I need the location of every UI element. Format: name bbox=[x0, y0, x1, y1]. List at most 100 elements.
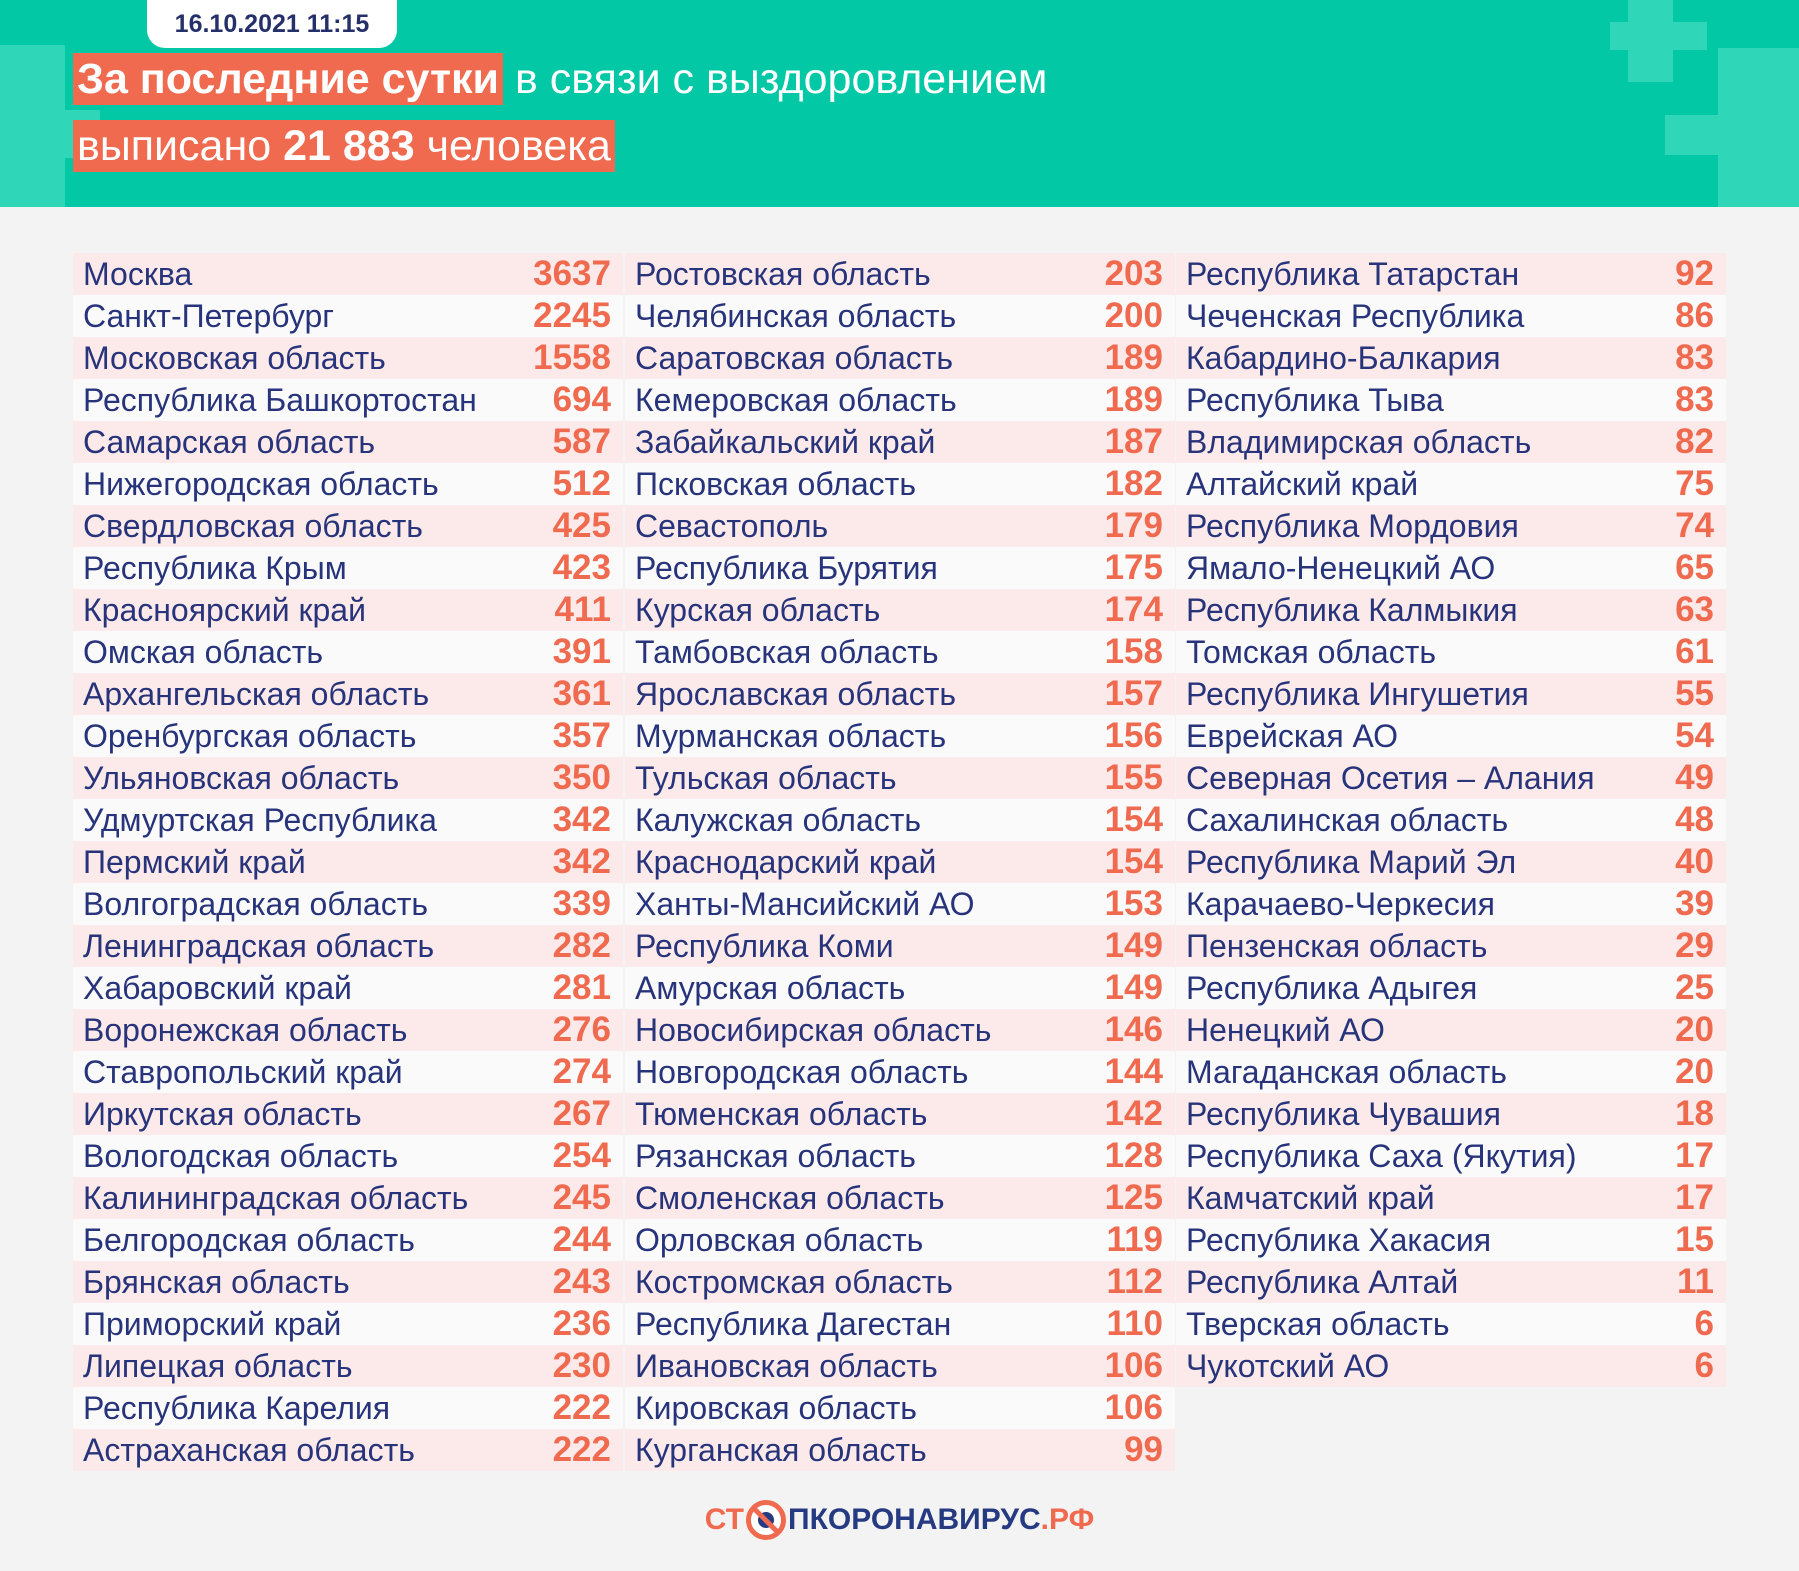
recovered-count: 40 bbox=[1675, 842, 1714, 881]
table-row: Карачаево-Черкесия 39 bbox=[1176, 883, 1726, 925]
date-label: 16.10.2021 11:15 bbox=[147, 0, 397, 48]
table-row: Удмуртская Республика 342 bbox=[73, 799, 623, 841]
table-row: Пензенская область 29 bbox=[1176, 925, 1726, 967]
recovered-count: 3637 bbox=[533, 254, 611, 293]
region-name: Псковская область bbox=[635, 465, 916, 502]
recovered-count: 17 bbox=[1675, 1178, 1714, 1217]
table-row: Смоленская область 125 bbox=[625, 1177, 1175, 1219]
recovered-count: 74 bbox=[1675, 506, 1714, 545]
recovered-count: 2245 bbox=[533, 296, 611, 335]
recovered-count: 82 bbox=[1675, 422, 1714, 461]
recovered-count: 86 bbox=[1675, 296, 1714, 335]
region-name: Самарская область bbox=[83, 423, 376, 460]
recovered-count: 203 bbox=[1104, 254, 1163, 293]
region-name: Забайкальский край bbox=[635, 423, 936, 460]
table-row: Хабаровский край 281 bbox=[73, 967, 623, 1009]
recovered-count: 154 bbox=[1104, 842, 1163, 881]
table-row: Тюменская область 142 bbox=[625, 1093, 1175, 1135]
region-column-3: Республика Татарстан 92 Чеченская Республи… bbox=[1176, 253, 1726, 1387]
recovered-count: 83 bbox=[1675, 380, 1714, 419]
table-row: Новгородская область 144 bbox=[625, 1051, 1175, 1093]
region-name: Томская область bbox=[1186, 633, 1437, 670]
table-row: Белгородская область 244 bbox=[73, 1219, 623, 1261]
recovered-count: 11 bbox=[1677, 1262, 1714, 1301]
region-name: Мурманская область bbox=[635, 717, 947, 754]
region-name: Нижегородская область bbox=[83, 465, 439, 502]
region-name: Чукотский АО bbox=[1186, 1347, 1390, 1384]
table-row: Липецкая область 230 bbox=[73, 1345, 623, 1387]
recovered-count: 75 bbox=[1675, 464, 1714, 503]
table-row: Тамбовская область 158 bbox=[625, 631, 1175, 673]
table-row: Республика Карелия 222 bbox=[73, 1387, 623, 1429]
recovered-count: 200 bbox=[1104, 296, 1163, 335]
region-name: Республика Ингушетия bbox=[1186, 675, 1529, 712]
table-row: Красноярский край 411 bbox=[73, 589, 623, 631]
recovered-count: 222 bbox=[552, 1388, 611, 1427]
region-name: Хабаровский край bbox=[83, 969, 352, 1006]
region-name: Республика Дагестан bbox=[635, 1305, 952, 1342]
table-row: Калининградская область 245 bbox=[73, 1177, 623, 1219]
table-row: Костромская область 112 bbox=[625, 1261, 1175, 1303]
recovered-count: 99 bbox=[1124, 1430, 1163, 1469]
table-row: Московская область 1558 bbox=[73, 337, 623, 379]
region-name: Смоленская область bbox=[635, 1179, 945, 1216]
recovered-count: 157 bbox=[1104, 674, 1163, 713]
table-row: Ярославская область 157 bbox=[625, 673, 1175, 715]
region-name: Тверская область bbox=[1186, 1305, 1450, 1342]
region-name: Новгородская область bbox=[635, 1053, 969, 1090]
recovered-count: 92 bbox=[1675, 254, 1714, 293]
table-row: Сахалинская область 48 bbox=[1176, 799, 1726, 841]
recovered-count: 54 bbox=[1675, 716, 1714, 755]
region-name: Ленинградская область bbox=[83, 927, 435, 964]
recovered-count: 65 bbox=[1675, 548, 1714, 587]
region-name: Свердловская область bbox=[83, 507, 423, 544]
recovered-count: 17 bbox=[1675, 1136, 1714, 1175]
region-name: Пензенская область bbox=[1186, 927, 1488, 964]
recovered-count: 245 bbox=[552, 1178, 611, 1217]
region-name: Амурская область bbox=[635, 969, 906, 1006]
table-row: Ямало-Ненецкий АО 65 bbox=[1176, 547, 1726, 589]
recovered-count: 339 bbox=[552, 884, 611, 923]
recovered-count: 61 bbox=[1675, 632, 1714, 671]
table-row: Республика Дагестан 110 bbox=[625, 1303, 1175, 1345]
recovered-count: 125 bbox=[1104, 1178, 1163, 1217]
recovered-count: 25 bbox=[1675, 968, 1714, 1007]
table-row: Курская область 174 bbox=[625, 589, 1175, 631]
table-row: Томская область 61 bbox=[1176, 631, 1726, 673]
recovered-count: 149 bbox=[1104, 926, 1163, 965]
table-row: Курганская область 99 bbox=[625, 1429, 1175, 1471]
recovered-count: 243 bbox=[552, 1262, 611, 1301]
recovered-count: 128 bbox=[1104, 1136, 1163, 1175]
recovered-count: 20 bbox=[1675, 1052, 1714, 1091]
recovered-count: 1558 bbox=[533, 338, 611, 377]
recovered-count: 149 bbox=[1104, 968, 1163, 1007]
region-name: Республика Саха (Якутия) bbox=[1186, 1137, 1577, 1174]
region-name: Ханты-Мансийский АО bbox=[635, 885, 975, 922]
region-name: Кабардино-Балкария bbox=[1186, 339, 1501, 376]
title-rest: в связи с выздоровлением bbox=[514, 55, 1048, 103]
table-row: Республика Чувашия 18 bbox=[1176, 1093, 1726, 1135]
recovered-count: 144 bbox=[1104, 1052, 1163, 1091]
table-row: Саратовская область 189 bbox=[625, 337, 1175, 379]
region-name: Республика Татарстан bbox=[1186, 255, 1520, 292]
region-name: Вологодская область bbox=[83, 1137, 399, 1174]
recovered-count: 282 bbox=[552, 926, 611, 965]
recovered-count: 6 bbox=[1694, 1346, 1714, 1385]
region-name: Кемеровская область bbox=[635, 381, 957, 418]
recovered-count: 187 bbox=[1104, 422, 1163, 461]
table-row: Орловская область 119 bbox=[625, 1219, 1175, 1261]
recovered-count: 119 bbox=[1106, 1220, 1163, 1259]
region-name: Иркутская область bbox=[83, 1095, 362, 1132]
recovered-count: 39 bbox=[1675, 884, 1714, 923]
recovered-count: 361 bbox=[552, 674, 611, 713]
table-row: Забайкальский край 187 bbox=[625, 421, 1175, 463]
region-name: Рязанская область bbox=[635, 1137, 916, 1174]
region-name: Северная Осетия – Алания bbox=[1186, 759, 1595, 796]
plus-decoration-icon bbox=[1610, 22, 1707, 50]
recovered-count: 174 bbox=[1104, 590, 1163, 629]
table-row: Республика Крым 423 bbox=[73, 547, 623, 589]
table-row: Вологодская область 254 bbox=[73, 1135, 623, 1177]
recovered-count: 425 bbox=[552, 506, 611, 545]
recovered-count: 179 bbox=[1104, 506, 1163, 545]
region-name: Новосибирская область bbox=[635, 1011, 992, 1048]
